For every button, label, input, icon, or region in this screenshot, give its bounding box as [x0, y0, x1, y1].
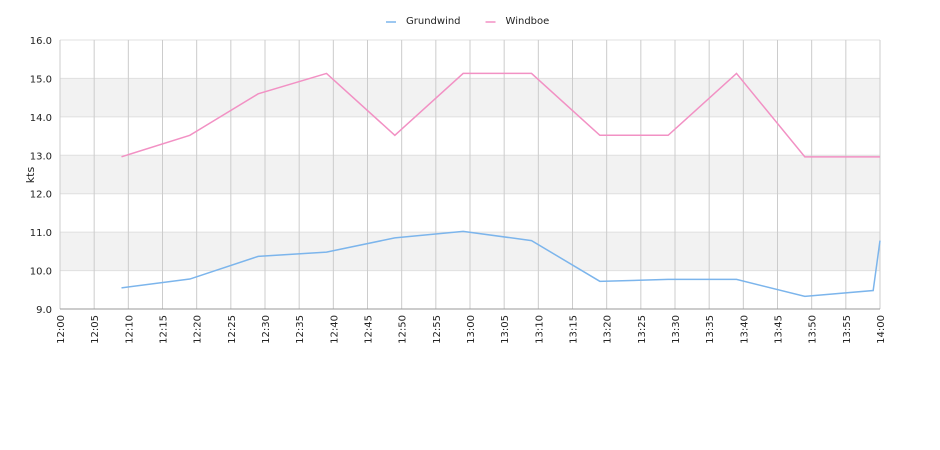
x-tick-label: 12:25: [227, 315, 238, 344]
x-tick-label: 12:40: [329, 315, 340, 344]
line-series: [121, 230, 881, 298]
x-tick-label: 12:10: [124, 315, 135, 344]
x-tick-label: 13:35: [705, 315, 716, 344]
x-tick-label: 12:05: [90, 315, 101, 344]
x-tick-label: 12:50: [398, 315, 409, 344]
x-tick-label: 13:10: [534, 315, 545, 344]
x-tick-label: 13:50: [808, 315, 819, 344]
legend-label: Windboe: [506, 16, 550, 27]
x-tick-label: 12:45: [364, 315, 375, 344]
x-tick-label: 13:45: [774, 315, 785, 344]
y-tick-label: 14.0: [30, 113, 52, 124]
x-tick-label: 12:30: [261, 315, 272, 344]
y-axis-label: kts: [24, 167, 37, 184]
x-tick-label: 13:30: [671, 315, 682, 344]
y-tick-label: 15.0: [30, 74, 52, 85]
x-tick-label: 14:00: [876, 315, 887, 344]
x-tick-label: 12:20: [193, 315, 204, 344]
x-tick-label: 13:20: [603, 315, 614, 344]
legend-label: Grundwind: [406, 16, 461, 27]
y-tick-label: 13.0: [30, 151, 52, 162]
x-tick-label: 12:35: [295, 315, 306, 344]
line-series: [121, 72, 880, 158]
y-tick-label: 16.0: [30, 36, 52, 47]
x-tick-label: 13:00: [466, 315, 477, 344]
y-tick-label: 12.0: [30, 190, 52, 201]
y-tick-label: 9.0: [36, 305, 52, 316]
x-tick-label: 12:55: [432, 315, 443, 344]
y-tick-label: 11.0: [30, 228, 52, 239]
x-tick-label: 13:05: [500, 315, 511, 344]
x-tick-label: 13:40: [739, 315, 750, 344]
x-tick-label: 12:15: [159, 315, 170, 344]
x-tick-label: 13:25: [637, 315, 648, 344]
y-tick-label: 10.0: [30, 267, 52, 278]
x-tick-label: 13:15: [569, 315, 580, 344]
x-tick-label: 12:00: [56, 315, 67, 344]
x-tick-label: 13:55: [842, 315, 853, 344]
